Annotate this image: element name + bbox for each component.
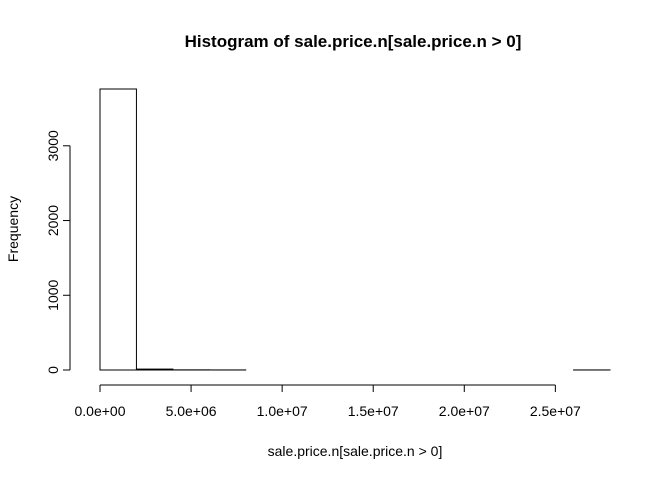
- bars-group: [99, 88, 611, 371]
- y-tick-label-0: 0: [45, 366, 61, 374]
- x-axis: 0.0e+00 5.0e+06 1.0e+07 1.5e+07 2.0e+07 2.5e+…: [75, 384, 581, 419]
- histogram-bar-1: [135, 368, 174, 371]
- x-tick-label-0: 0.0e+00: [75, 403, 126, 419]
- y-tick-label-1: 1000: [45, 279, 61, 310]
- chart-title: Histogram of sale.price.n[sale.price.n >…: [185, 32, 522, 51]
- x-tick-label-1: 5.0e+06: [166, 403, 217, 419]
- y-tick-label-2: 2000: [45, 205, 61, 236]
- y-axis: 0 1000 2000 3000: [45, 130, 71, 374]
- y-tick-label-3: 3000: [45, 130, 61, 161]
- x-tick-label-3: 1.5e+07: [348, 403, 399, 419]
- x-tick-label-2: 1.0e+07: [257, 403, 308, 419]
- x-tick-label-4: 2.0e+07: [439, 403, 490, 419]
- x-axis-label: sale.price.n[sale.price.n > 0]: [268, 443, 443, 459]
- x-tick-label-5: 2.5e+07: [530, 403, 581, 419]
- y-axis-label: Frequency: [5, 196, 21, 262]
- histogram-bar-0: [99, 88, 137, 371]
